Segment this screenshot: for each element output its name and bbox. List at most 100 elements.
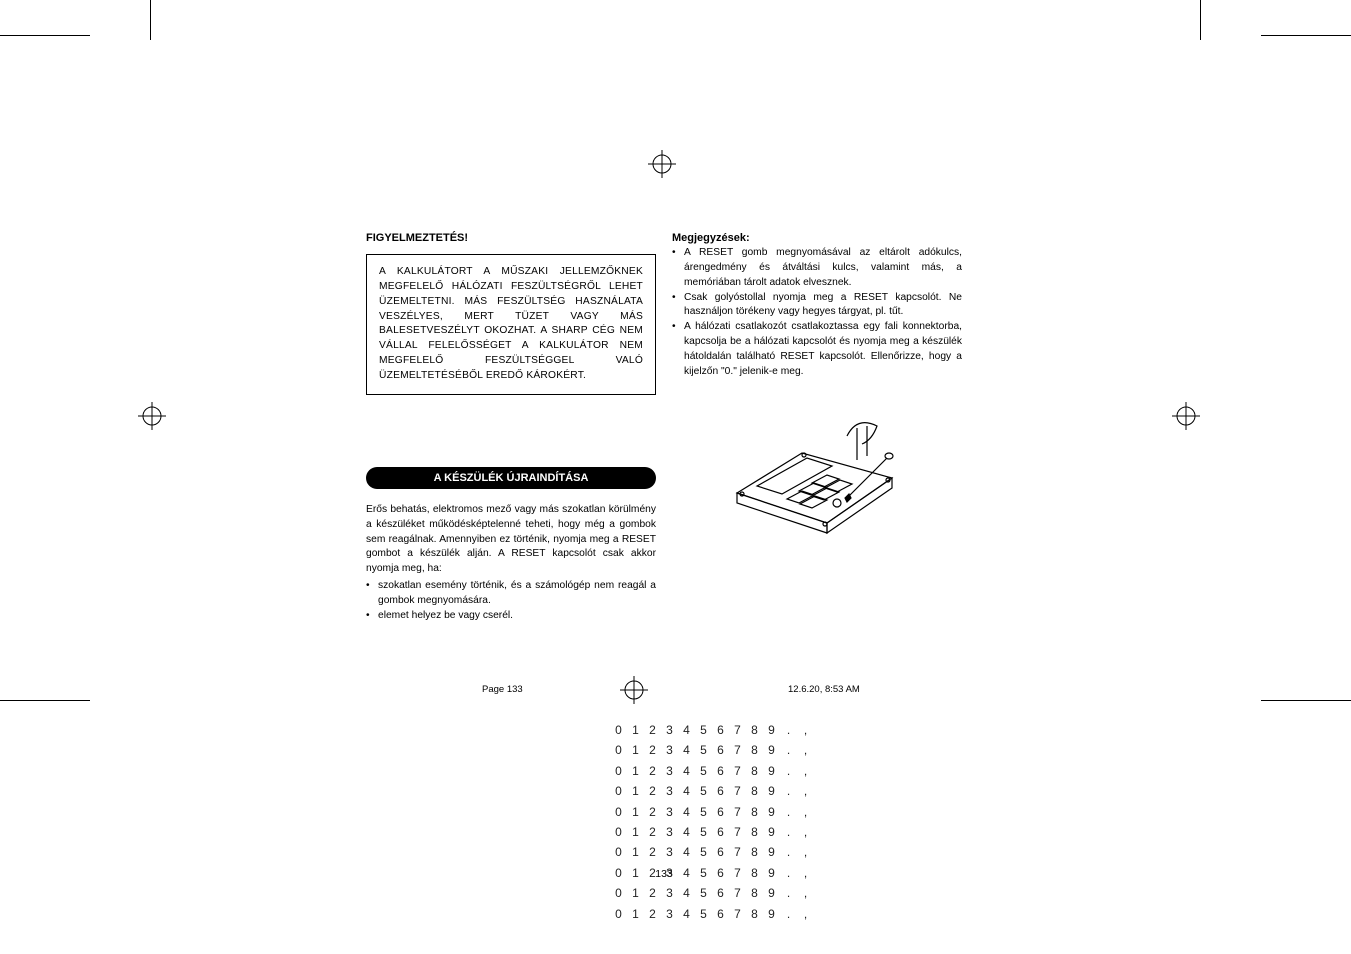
page-body: FIGYELMEZTETÉS! A KALKULÁTORT A MŰSZAKI … [366, 232, 962, 624]
digit-cell: 1 [627, 822, 644, 842]
digit-cell: 0 [610, 761, 627, 781]
digit-cell: 9 [763, 761, 780, 781]
digit-cell: 2 [644, 883, 661, 903]
registration-mark-icon [1172, 402, 1200, 430]
digit-cell: 0 [610, 904, 627, 924]
digit-cell: 5 [695, 720, 712, 740]
digit-cell: 0 [610, 883, 627, 903]
warning-box: A KALKULÁTORT A MŰSZAKI JELLEMZŐKNEK MEG… [366, 254, 656, 395]
digit-row: 0123456789., [610, 883, 814, 903]
crop-mark [150, 0, 151, 40]
digit-cell: 9 [763, 863, 780, 883]
digit-cell: 4 [678, 761, 695, 781]
digit-cell: 4 [678, 781, 695, 801]
digit-cell: 4 [678, 720, 695, 740]
digit-cell: 7 [729, 904, 746, 924]
digit-cell: 1 [627, 863, 644, 883]
digit-cell: , [797, 802, 814, 822]
digit-cell: . [780, 802, 797, 822]
digit-cell: . [780, 781, 797, 801]
crop-mark [0, 700, 90, 701]
digit-row: 0123456789., [610, 761, 814, 781]
digit-cell: 9 [763, 781, 780, 801]
digit-cell: 9 [763, 720, 780, 740]
digit-cell: 9 [763, 740, 780, 760]
digit-cell: 8 [746, 863, 763, 883]
digit-cell: , [797, 781, 814, 801]
digit-cell: 1 [627, 802, 644, 822]
digit-row: 0123456789., [610, 740, 814, 760]
digit-cell: 1 [627, 781, 644, 801]
digit-cell: 3 [661, 740, 678, 760]
digit-row: 0123456789., [610, 863, 814, 883]
digit-cell: . [780, 740, 797, 760]
digit-cell: 5 [695, 761, 712, 781]
list-item: elemet helyez be vagy cserél. [366, 609, 656, 624]
digit-cell: 3 [661, 720, 678, 740]
digit-cell: 8 [746, 781, 763, 801]
right-column: Megjegyzések: A RESET gomb megnyomásával… [672, 232, 962, 548]
digit-cell: . [780, 842, 797, 862]
digit-row: 0123456789., [610, 822, 814, 842]
digit-cell: 7 [729, 740, 746, 760]
digit-cell: 8 [746, 761, 763, 781]
digit-cell: , [797, 883, 814, 903]
digit-cell: 9 [763, 883, 780, 903]
digit-cell: 6 [712, 802, 729, 822]
digit-cell: . [780, 761, 797, 781]
digit-cell: 7 [729, 863, 746, 883]
digit-cell: 6 [712, 740, 729, 760]
digit-cell: . [780, 883, 797, 903]
notes-bullet-list: A RESET gomb megnyomásával az eltárolt a… [672, 246, 962, 380]
digit-cell: 1 [627, 904, 644, 924]
digit-cell: 7 [729, 842, 746, 862]
digit-cell: 5 [695, 822, 712, 842]
restart-intro-text: Erős behatás, elektromos mező vagy más s… [366, 503, 656, 577]
digit-cell: 7 [729, 883, 746, 903]
digit-cell: 9 [763, 842, 780, 862]
digit-calibration-grid: 0123456789.,0123456789.,0123456789.,0123… [610, 720, 814, 924]
digit-cell: 9 [763, 822, 780, 842]
digit-cell: 7 [729, 761, 746, 781]
digit-cell: 8 [746, 842, 763, 862]
digit-cell: 6 [712, 883, 729, 903]
list-item: Csak golyóstollal nyomja meg a RESET kap… [672, 291, 962, 321]
digit-cell: 1 [627, 883, 644, 903]
digit-cell: 2 [644, 761, 661, 781]
digit-cell: . [780, 822, 797, 842]
digit-cell: 5 [695, 740, 712, 760]
digit-cell: 1 [627, 761, 644, 781]
digit-cell: . [780, 863, 797, 883]
digit-cell: 6 [712, 720, 729, 740]
footer-timestamp: 12.6.20, 8:53 AM [788, 684, 860, 695]
digit-cell: 6 [712, 822, 729, 842]
digit-cell: 2 [644, 842, 661, 862]
digit-cell: 1 [627, 842, 644, 862]
digit-cell: , [797, 904, 814, 924]
digit-cell: 2 [644, 863, 661, 883]
digit-cell: 8 [746, 802, 763, 822]
crop-mark [1200, 0, 1201, 40]
digit-cell: 4 [678, 822, 695, 842]
digit-cell: , [797, 863, 814, 883]
warning-title: FIGYELMEZTETÉS! [366, 232, 656, 244]
digit-cell: 3 [661, 904, 678, 924]
digit-cell: , [797, 761, 814, 781]
digit-cell: 2 [644, 822, 661, 842]
restart-bullet-list: szokatlan esemény történik, és a számoló… [366, 579, 656, 624]
calculator-illustration [672, 398, 962, 548]
digit-cell: 8 [746, 904, 763, 924]
digit-cell: 6 [712, 863, 729, 883]
digit-cell: 4 [678, 842, 695, 862]
digit-cell: 7 [729, 822, 746, 842]
digit-cell: 0 [610, 802, 627, 822]
digit-cell: 3 [661, 802, 678, 822]
digit-cell: 8 [746, 883, 763, 903]
digit-cell: 1 [627, 720, 644, 740]
list-item: szokatlan esemény történik, és a számoló… [366, 579, 656, 609]
digit-cell: 0 [610, 740, 627, 760]
digit-cell: 3 [661, 842, 678, 862]
digit-cell: 9 [763, 904, 780, 924]
digit-row: 0123456789., [610, 904, 814, 924]
digit-cell: , [797, 822, 814, 842]
